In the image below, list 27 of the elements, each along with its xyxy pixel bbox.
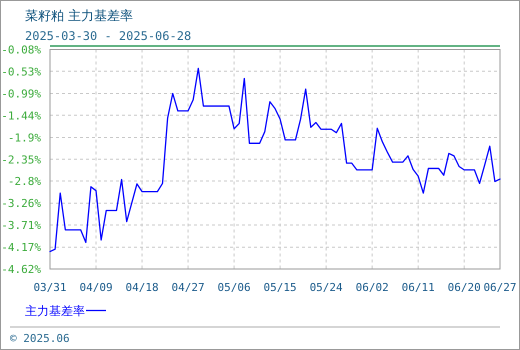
y-tick-label: -3.26% (1, 197, 42, 210)
legend-label: 主力基差率 (25, 304, 85, 318)
x-tick-label: 05/15 (264, 281, 297, 294)
x-tick-label: 05/06 (218, 281, 251, 294)
y-tick-label: -1.9% (8, 131, 42, 144)
y-tick-label: -2.35% (1, 153, 42, 166)
subtitle: 2025-03-30 - 2025-06-28 (25, 29, 192, 43)
y-tick-label: -3.71% (1, 219, 42, 232)
x-tick-label: 06/27 (483, 281, 517, 294)
x-tick-label: 04/27 (172, 281, 205, 294)
y-tick-label: -2.8% (8, 175, 42, 188)
x-tick-label: 06/20 (448, 281, 481, 294)
text: © 2025.06 (10, 332, 70, 345)
y-tick-label: -0.53% (1, 65, 42, 78)
title: 菜籽粕 主力基差率 (25, 9, 134, 24)
x-tick-label: 03/31 (33, 281, 67, 294)
x-tick-label: 04/09 (79, 281, 113, 294)
y-tick-label: -4.62% (1, 263, 42, 276)
x-tick-label: 06/02 (356, 281, 389, 294)
y-tick-label: -1.44% (1, 109, 42, 122)
y-tick-label: -0.08% (1, 44, 42, 56)
x-tick-label: 04/18 (125, 281, 159, 294)
x-tick-label: 06/11 (402, 281, 435, 294)
y-tick-label: -0.99% (1, 87, 42, 100)
legend: 主力基差率 (25, 304, 106, 318)
x-tick-label: 05/24 (310, 281, 344, 294)
y-tick-label: -4.17% (1, 241, 42, 254)
